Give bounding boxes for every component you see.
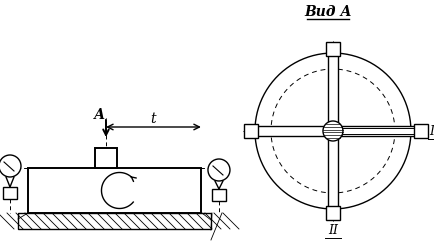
Bar: [328, 49, 338, 126]
Circle shape: [208, 159, 230, 181]
Text: II: II: [328, 224, 338, 237]
Bar: [251, 126, 328, 136]
Bar: [3, 187, 17, 199]
Bar: [244, 124, 258, 138]
Text: I: I: [429, 125, 434, 138]
Bar: [338, 126, 421, 136]
Bar: [326, 206, 340, 220]
Bar: [28, 168, 201, 213]
Bar: [326, 42, 340, 56]
Bar: [18, 213, 211, 229]
Bar: [95, 148, 117, 168]
Text: А: А: [94, 108, 105, 122]
Text: t: t: [151, 112, 156, 126]
Bar: [212, 189, 226, 201]
Text: Вид А: Вид А: [304, 5, 352, 19]
Bar: [414, 124, 428, 138]
Bar: [328, 136, 338, 213]
Circle shape: [323, 121, 343, 141]
Circle shape: [0, 155, 21, 177]
